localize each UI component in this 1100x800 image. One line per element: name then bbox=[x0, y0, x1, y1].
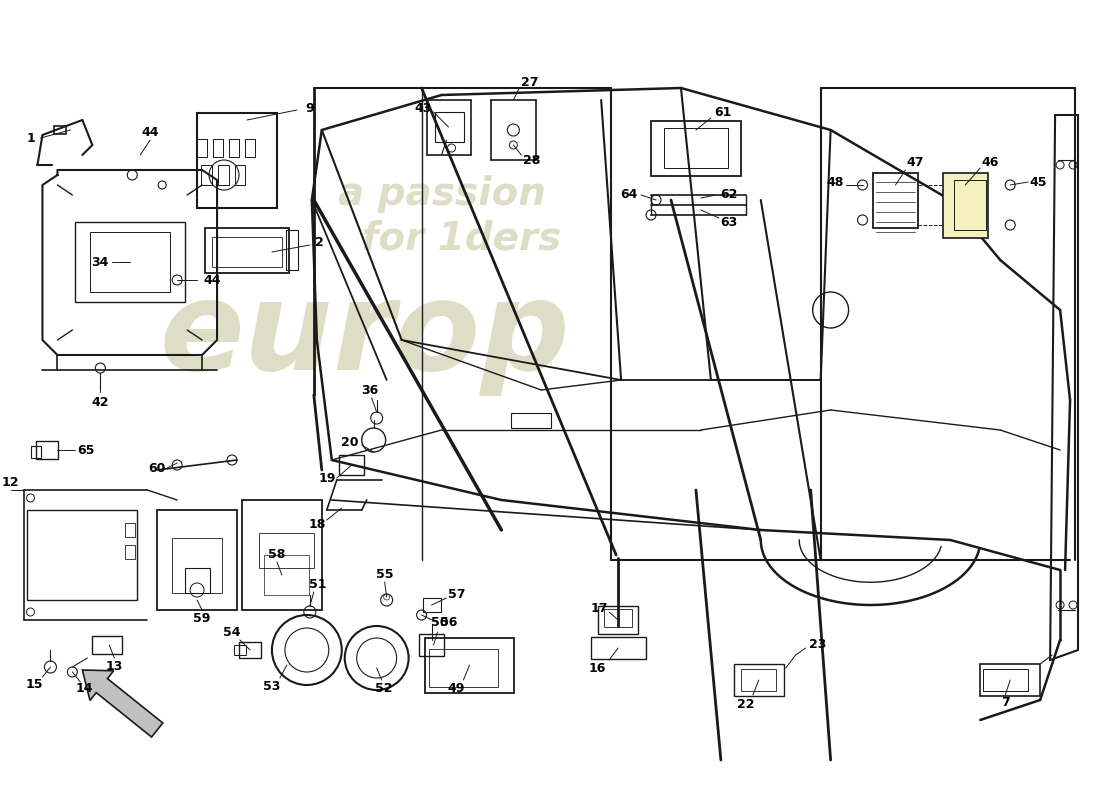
Bar bbox=[943, 173, 988, 238]
Bar bbox=[741, 669, 777, 691]
Text: 59: 59 bbox=[194, 611, 211, 625]
Bar bbox=[54, 126, 66, 134]
FancyArrow shape bbox=[82, 670, 163, 737]
Text: 54: 54 bbox=[223, 626, 241, 638]
Text: europ: europ bbox=[160, 275, 570, 397]
Text: 65: 65 bbox=[78, 443, 95, 457]
Text: 58: 58 bbox=[268, 549, 286, 562]
Text: 20: 20 bbox=[341, 435, 359, 449]
Bar bbox=[419, 634, 444, 656]
Text: 43: 43 bbox=[415, 102, 432, 114]
Text: 46: 46 bbox=[981, 155, 999, 169]
Bar bbox=[245, 139, 255, 157]
Bar bbox=[663, 128, 728, 168]
Bar bbox=[92, 636, 122, 654]
Text: 16: 16 bbox=[588, 662, 606, 674]
Bar bbox=[955, 180, 987, 230]
Text: 14: 14 bbox=[76, 682, 94, 694]
Bar bbox=[76, 222, 185, 302]
Text: 53: 53 bbox=[263, 679, 280, 693]
Text: 18: 18 bbox=[308, 518, 326, 531]
Text: 51: 51 bbox=[309, 578, 327, 590]
Text: 27: 27 bbox=[520, 75, 538, 89]
Text: 64: 64 bbox=[620, 189, 638, 202]
Bar bbox=[429, 649, 498, 687]
Bar bbox=[422, 598, 440, 612]
Text: 55: 55 bbox=[376, 567, 394, 581]
Text: 7: 7 bbox=[1001, 697, 1010, 710]
Bar bbox=[604, 609, 632, 627]
Bar bbox=[125, 545, 135, 559]
Bar bbox=[982, 669, 1027, 691]
Bar bbox=[234, 645, 246, 655]
Text: 49: 49 bbox=[448, 682, 465, 694]
Text: 28: 28 bbox=[522, 154, 540, 166]
Text: 62: 62 bbox=[720, 189, 737, 202]
Text: 12: 12 bbox=[2, 477, 20, 490]
Bar bbox=[197, 113, 277, 207]
Bar bbox=[434, 112, 464, 142]
Text: 60: 60 bbox=[148, 462, 166, 474]
Bar bbox=[229, 139, 239, 157]
Bar bbox=[197, 139, 207, 157]
Text: 34: 34 bbox=[91, 255, 109, 269]
Bar bbox=[339, 455, 364, 475]
Bar bbox=[598, 606, 638, 634]
Bar bbox=[286, 230, 298, 270]
Bar bbox=[125, 523, 135, 537]
Text: 44: 44 bbox=[204, 274, 221, 286]
Bar bbox=[173, 538, 222, 593]
Bar bbox=[218, 165, 229, 185]
Text: 9: 9 bbox=[306, 102, 315, 114]
Text: 17: 17 bbox=[591, 602, 608, 614]
Text: 48: 48 bbox=[827, 175, 845, 189]
Text: 44: 44 bbox=[142, 126, 160, 139]
Text: a passion
   for 1ders: a passion for 1ders bbox=[321, 175, 562, 257]
Text: 57: 57 bbox=[448, 589, 465, 602]
Bar bbox=[512, 413, 551, 427]
Text: 36: 36 bbox=[361, 383, 378, 397]
Text: 56: 56 bbox=[440, 617, 458, 630]
Bar bbox=[260, 533, 315, 567]
Bar bbox=[32, 446, 42, 458]
Bar bbox=[157, 510, 236, 610]
Bar bbox=[213, 139, 223, 157]
Text: 1: 1 bbox=[26, 131, 35, 145]
Bar bbox=[651, 121, 740, 175]
Bar bbox=[242, 500, 322, 610]
Bar bbox=[873, 173, 917, 227]
Text: 22: 22 bbox=[737, 698, 755, 710]
Text: 61: 61 bbox=[714, 106, 732, 118]
Bar bbox=[205, 227, 289, 273]
Text: 63: 63 bbox=[720, 215, 737, 229]
Text: 2: 2 bbox=[316, 235, 324, 249]
Text: 52: 52 bbox=[375, 682, 393, 694]
Bar bbox=[200, 165, 211, 185]
Text: 19: 19 bbox=[318, 471, 336, 485]
Bar bbox=[591, 637, 646, 659]
Bar bbox=[36, 441, 58, 459]
Bar bbox=[264, 555, 309, 595]
Bar bbox=[234, 165, 245, 185]
Text: 47: 47 bbox=[906, 157, 924, 170]
Bar bbox=[980, 664, 1041, 696]
Bar bbox=[212, 237, 282, 267]
Bar bbox=[185, 567, 210, 593]
Bar bbox=[90, 232, 170, 292]
Text: 15: 15 bbox=[25, 678, 43, 690]
Text: 42: 42 bbox=[91, 395, 109, 409]
Text: 23: 23 bbox=[808, 638, 826, 650]
Text: 13: 13 bbox=[106, 661, 123, 674]
Bar bbox=[239, 642, 261, 658]
Bar bbox=[28, 510, 138, 600]
Text: 45: 45 bbox=[1030, 175, 1047, 189]
Text: 50: 50 bbox=[431, 615, 449, 629]
Bar bbox=[734, 664, 783, 696]
Bar bbox=[425, 638, 515, 693]
